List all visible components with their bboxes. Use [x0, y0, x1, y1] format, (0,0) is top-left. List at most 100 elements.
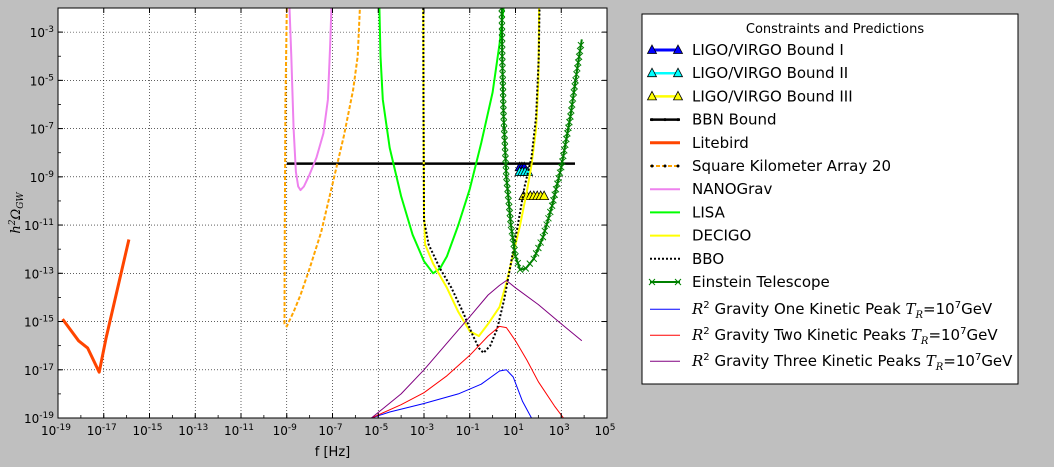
legend-label: LIGO/VIRGO Bound III	[692, 87, 853, 105]
legend-label: NANOGrav	[692, 180, 772, 198]
einstein-telescope-marker	[505, 197, 512, 205]
legend-item-square-kilometer-array-20: Square Kilometer Array 20	[650, 157, 891, 175]
einstein-telescope-marker	[535, 244, 542, 252]
y-axis-label: h2ΩGW	[8, 192, 26, 234]
einstein-telescope-marker	[576, 47, 584, 55]
einstein-telescope-marker	[572, 76, 579, 84]
series-line-square-kilometer-array-20	[283, 8, 361, 328]
einstein-telescope-marker	[522, 265, 530, 272]
series-layer	[61, 8, 585, 418]
x-tick-label: 101	[503, 423, 524, 438]
legend-label: R2 Gravity Three Kinetic Peaks TR=107GeV	[691, 352, 1013, 373]
einstein-telescope-marker	[499, 83, 507, 90]
einstein-telescope-marker	[498, 52, 506, 60]
einstein-telescope-marker	[499, 64, 506, 72]
einstein-telescope-marker	[560, 146, 568, 154]
y-tick-label: 10-7	[30, 122, 54, 137]
einstein-telescope-marker	[568, 101, 576, 108]
einstein-telescope-marker	[526, 260, 534, 268]
einstein-telescope-marker	[573, 64, 581, 72]
legend-marker	[663, 118, 667, 122]
legend-marker	[676, 118, 680, 122]
series-line-litebird	[61, 239, 131, 374]
einstein-telescope-marker	[498, 40, 506, 48]
einstein-telescope-marker	[541, 227, 549, 235]
einstein-telescope-marker	[573, 70, 580, 78]
x-axis-label: f [Hz]	[315, 445, 350, 460]
einstein-telescope-marker	[511, 246, 518, 254]
einstein-telescope-marker	[539, 233, 547, 241]
einstein-telescope-marker	[510, 240, 518, 248]
einstein-telescope-marker	[505, 203, 513, 211]
einstein-telescope-marker	[504, 191, 512, 199]
einstein-telescope-marker	[499, 101, 507, 108]
x-tick-label: 10-1	[456, 423, 480, 438]
einstein-telescope-marker	[566, 118, 573, 126]
legend-label: BBN Bound	[692, 111, 777, 129]
einstein-telescope-marker	[498, 10, 506, 18]
einstein-telescope-marker	[502, 155, 509, 163]
einstein-telescope-marker	[506, 215, 514, 223]
y-tick-label: 10-17	[24, 363, 54, 378]
series-nanograv	[288, 8, 333, 192]
series-line-r2-gravity-series-13	[371, 280, 583, 418]
legend-label: Einstein Telescope	[692, 273, 830, 291]
einstein-telescope-marker	[498, 8, 506, 12]
legend-marker	[663, 164, 667, 168]
y-tick-label: 10-3	[30, 25, 54, 40]
legend-item-ligo-virgo-bound-i: LIGO/VIRGO Bound I	[646, 41, 844, 59]
series-r2-gravity-series-13	[371, 280, 583, 418]
einstein-telescope-marker	[574, 59, 582, 66]
einstein-telescope-marker	[498, 34, 506, 42]
einstein-telescope-marker	[570, 89, 578, 96]
legend-marker	[650, 164, 654, 168]
series-r2-gravity-series-11	[371, 369, 532, 418]
einstein-telescope-marker	[501, 137, 509, 145]
einstein-telescope-marker	[499, 89, 507, 96]
x-tick-label: 10-13	[178, 423, 208, 438]
einstein-telescope-marker	[507, 221, 515, 229]
series-line-decigo	[422, 8, 541, 337]
einstein-telescope-marker	[501, 143, 509, 151]
y-tick-label: 10-11	[24, 218, 54, 233]
einstein-telescope-marker	[569, 95, 577, 102]
legend-item-lisa: LISA	[650, 203, 726, 221]
legend: Constraints and Predictions LIGO/VIRGO B…	[641, 13, 1019, 385]
einstein-telescope-marker	[552, 185, 560, 193]
series-line-r2-gravity-series-11	[371, 369, 532, 418]
einstein-telescope-marker	[559, 152, 567, 160]
einstein-telescope-marker	[500, 125, 508, 132]
einstein-telescope-marker	[565, 124, 572, 132]
einstein-telescope-marker	[553, 180, 561, 188]
legend-box	[641, 13, 1019, 385]
einstein-telescope-marker	[556, 169, 564, 177]
y-tick-label: 10-19	[24, 411, 54, 426]
legend-marker	[674, 278, 682, 286]
einstein-telescope-marker	[516, 266, 524, 274]
x-tick-label: 10-15	[133, 423, 163, 438]
series-bbo	[422, 8, 541, 354]
x-tick-label: 10-17	[87, 423, 117, 438]
y-axis-label-text: h2ΩGW	[8, 192, 26, 234]
legend-marker	[672, 90, 684, 101]
einstein-telescope-marker	[545, 214, 552, 222]
einstein-telescope-marker	[530, 255, 538, 263]
einstein-telescope-marker	[499, 70, 506, 78]
einstein-telescope-marker	[551, 191, 559, 199]
einstein-telescope-marker	[563, 130, 571, 137]
legend-item-r2-gravity-series-11: R2 Gravity One Kinetic Peak TR=107GeV	[650, 300, 993, 321]
einstein-telescope-marker	[501, 149, 509, 157]
legend-marker	[646, 44, 658, 54]
legend-marker	[648, 278, 656, 286]
einstein-telescope-marker	[500, 113, 507, 120]
einstein-telescope-marker	[514, 259, 522, 267]
einstein-telescope-marker	[548, 202, 556, 210]
einstein-telescope-marker	[506, 209, 514, 217]
x-tick-label: 10-3	[410, 423, 434, 438]
legend-item-decigo: DECIGO	[650, 227, 751, 245]
legend-title: Constraints and Predictions	[746, 22, 924, 37]
einstein-telescope-marker	[567, 107, 575, 114]
einstein-telescope-marker	[509, 234, 517, 241]
x-tick-label: 10-9	[273, 423, 298, 438]
legend-marker	[676, 164, 680, 168]
